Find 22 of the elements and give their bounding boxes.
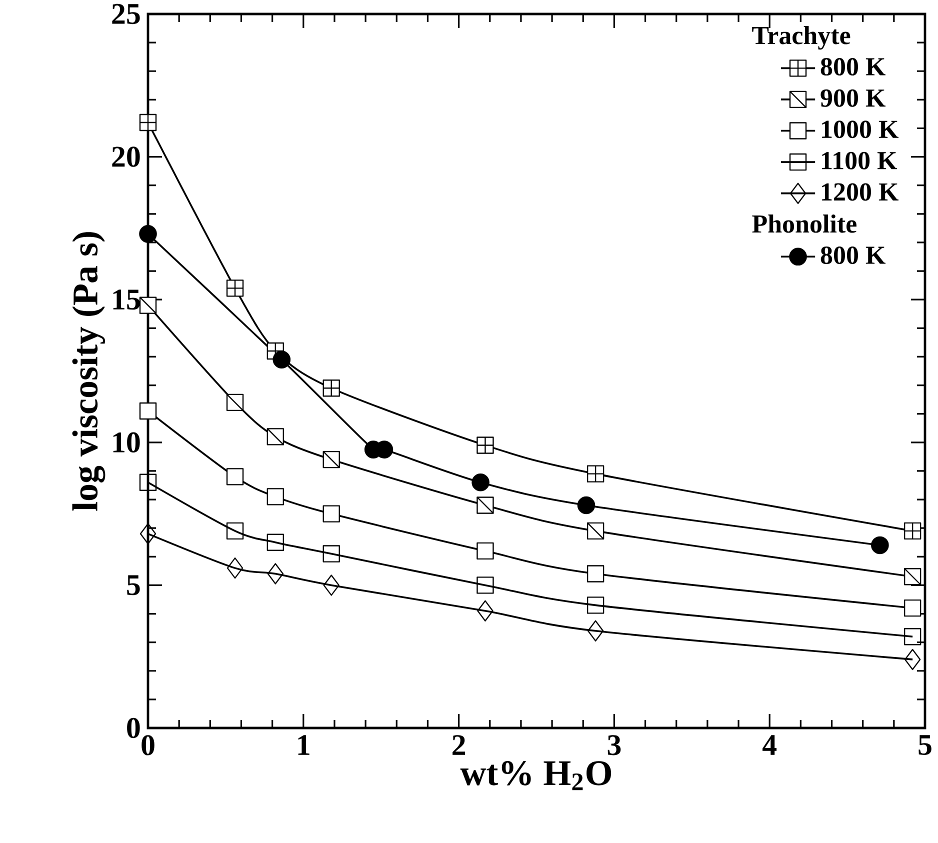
x-axis-title: wt% H$_{2}$O bbox=[460, 761, 612, 790]
x-tick-label: 2 bbox=[452, 735, 466, 755]
y-tick-label: 10 bbox=[113, 432, 140, 453]
x-tick-label: 1 bbox=[298, 735, 310, 755]
y-axis-title: log viscosity (Pa s) bbox=[72, 232, 106, 511]
y-tick-label: 25 bbox=[112, 4, 140, 24]
legend-title: Trachyte bbox=[752, 26, 850, 50]
y-tick-label: 0 bbox=[127, 718, 140, 738]
x-tick-label: 4 bbox=[762, 735, 777, 755]
x-tick-label: 3 bbox=[608, 735, 621, 756]
y-tick-label: 15 bbox=[113, 290, 140, 310]
legend-label: 800 K bbox=[820, 58, 886, 76]
legend-label: 1200 K bbox=[822, 183, 898, 201]
legend-label: 1100 K bbox=[822, 152, 898, 170]
y-tick-label: 5 bbox=[127, 575, 140, 596]
annotation: Phonolite bbox=[752, 214, 856, 233]
legend-label: 1000 K bbox=[822, 120, 898, 138]
x-tick-label: 5 bbox=[918, 735, 932, 755]
legend-label: 800 K bbox=[820, 246, 886, 264]
x-tick-label: 0 bbox=[142, 735, 154, 756]
y-tick-label: 20 bbox=[112, 146, 140, 167]
legend-label: 900 K bbox=[820, 89, 886, 107]
